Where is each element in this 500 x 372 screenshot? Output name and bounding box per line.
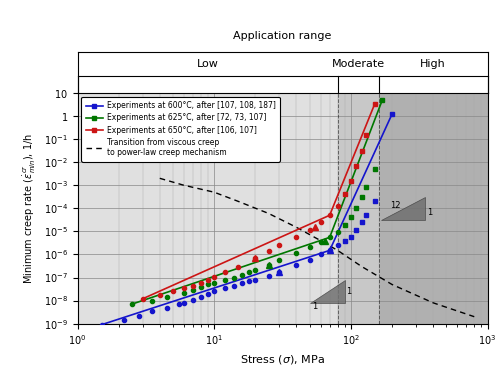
Polygon shape [380, 197, 425, 220]
Text: Moderate: Moderate [332, 59, 384, 69]
Polygon shape [310, 280, 344, 303]
Text: 1: 1 [427, 208, 432, 217]
Bar [378, 93, 488, 324]
Bar [338, 93, 378, 324]
Text: High: High [420, 59, 446, 69]
Legend: Experiments at 600°C, after [107, 108, 187], Experiments at 625°C, after [72, 73: Experiments at 600°C, after [107, 108, 1… [82, 97, 280, 161]
Text: 1: 1 [346, 287, 352, 296]
X-axis label: Stress ($\sigma$), MPa: Stress ($\sigma$), MPa [240, 353, 325, 366]
Y-axis label: Minimum creep rate ($\dot{\varepsilon}^{cr}_{min}$), 1/h: Minimum creep rate ($\dot{\varepsilon}^{… [22, 133, 38, 284]
Text: Low: Low [196, 59, 218, 69]
Text: Application range: Application range [234, 31, 332, 41]
Text: 12: 12 [390, 201, 401, 210]
Bar [78, 93, 338, 324]
Text: 1: 1 [312, 302, 318, 311]
